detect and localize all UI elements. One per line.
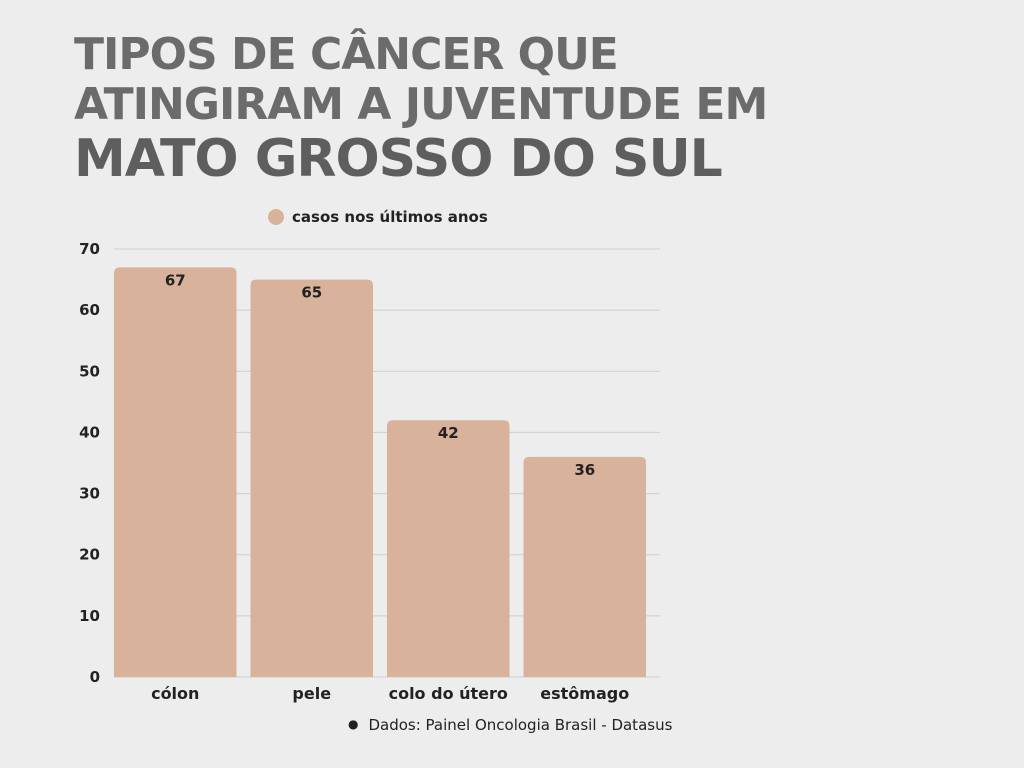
y-tick-label: 50	[79, 362, 100, 380]
y-tick-label: 10	[79, 607, 100, 625]
title-line-2: atingiram a juventude em	[74, 79, 768, 130]
bar	[114, 267, 237, 677]
y-tick-label: 30	[79, 485, 100, 503]
y-tick-label: 20	[79, 546, 100, 564]
source-text: Dados: Painel Oncologia Brasil - Datasus	[368, 716, 673, 734]
title-line-3: Mato Grosso do Sul	[74, 129, 723, 189]
x-tick-label: colo do útero	[389, 684, 508, 703]
y-tick-label: 40	[79, 423, 100, 441]
title-line-1: Tipos de câncer que	[74, 29, 619, 80]
bar	[523, 456, 646, 677]
x-tick-label: estômago	[540, 684, 629, 703]
legend-swatch	[268, 209, 284, 225]
x-tick-label: pele	[292, 684, 331, 703]
y-tick-label: 70	[79, 240, 100, 258]
source-note: ● Dados: Painel Oncologia Brasil - Datasu…	[348, 716, 672, 734]
y-tick-label: 60	[79, 301, 100, 319]
chart-legend: casos nos últimos anos	[268, 208, 488, 226]
legend-label: casos nos últimos anos	[292, 208, 488, 226]
x-tick-label: cólon	[151, 684, 199, 703]
data-label: 42	[438, 424, 459, 442]
data-label: 36	[574, 461, 595, 479]
bullet-icon: ●	[348, 717, 359, 731]
y-tick-label: 0	[90, 668, 100, 686]
bar	[387, 420, 510, 677]
chart-title: Tipos de câncer que atingiram a juventud…	[74, 29, 768, 189]
data-label: 65	[301, 284, 322, 302]
bar	[250, 279, 373, 677]
data-label: 67	[165, 271, 186, 289]
